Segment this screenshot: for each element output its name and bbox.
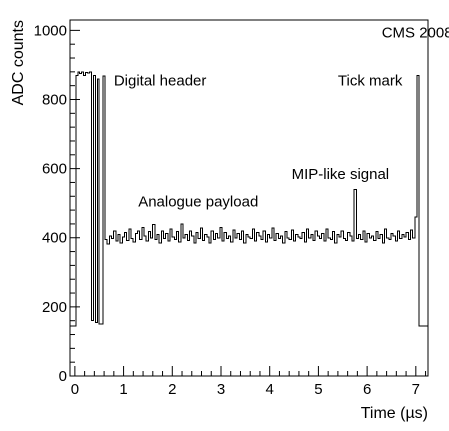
tick-mark-label: Tick mark <box>338 73 403 90</box>
y-tick-label: 800 <box>42 91 67 108</box>
y-tick-label: 200 <box>42 299 67 316</box>
y-tick-label: 1000 <box>34 22 67 39</box>
x-tick-label: 6 <box>363 381 371 398</box>
signal-trace <box>70 71 428 327</box>
x-tick-label: 7 <box>412 381 420 398</box>
x-axis-label: Time (µs) <box>361 405 428 422</box>
x-tick-label: 1 <box>119 381 127 398</box>
x-tick-label: 0 <box>71 381 79 398</box>
x-tick-label: 3 <box>217 381 225 398</box>
annotations: CMS 2008 Digital header Tick mark MIP-like … <box>114 24 449 210</box>
x-tick-label: 2 <box>168 381 176 398</box>
analogue-payload-label: Analogue payload <box>138 194 258 211</box>
y-axis-label: ADC counts <box>10 20 27 105</box>
x-tick-label: 4 <box>266 381 274 398</box>
y-tick-label: 600 <box>42 161 67 178</box>
axis-tick-labels: 0 1 2 3 4 5 6 7 0 200 400 600 800 1000 <box>34 22 420 398</box>
plot-frame <box>69 19 429 377</box>
x-tick-label: 5 <box>314 381 322 398</box>
digital-header-label: Digital header <box>114 73 207 90</box>
y-tick-label: 0 <box>59 368 67 385</box>
cms-2008-label: CMS 2008 <box>382 24 449 41</box>
axis-ticks <box>70 29 427 377</box>
y-tick-label: 400 <box>42 230 67 247</box>
mip-signal-label: MIP-like signal <box>292 166 390 183</box>
